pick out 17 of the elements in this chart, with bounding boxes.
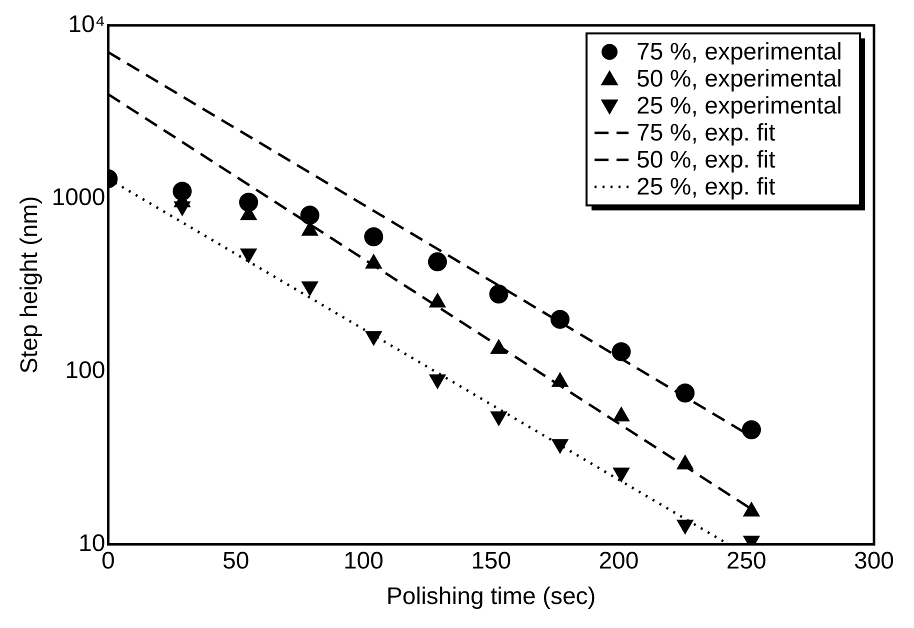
x-tick-label: 300 (854, 547, 894, 574)
x-tick-label: 250 (726, 547, 766, 574)
legend-label: 25 %, experimental (636, 92, 842, 120)
legend-label: 50 %, exp. fit (636, 146, 776, 174)
legend-label: 75 %, experimental (636, 38, 842, 66)
legend-label: 75 %, exp. fit (636, 120, 776, 147)
x-tick-label: 150 (471, 547, 512, 574)
y-tick-label: 100 (65, 357, 106, 384)
x-tick-label: 200 (598, 547, 639, 574)
y-tick-label: 10⁴ (68, 11, 106, 38)
legend-label: 25 %, exp. fit (636, 174, 776, 201)
x-tick-label: 50 (222, 547, 250, 574)
x-tick-label: 100 (343, 547, 384, 574)
legend-label: 50 %, experimental (636, 66, 842, 93)
y-axis-title: Step height (nm) (16, 196, 44, 374)
y-tick-label: 1000 (52, 184, 106, 212)
x-axis-title: Polishing time (sec) (386, 583, 596, 610)
